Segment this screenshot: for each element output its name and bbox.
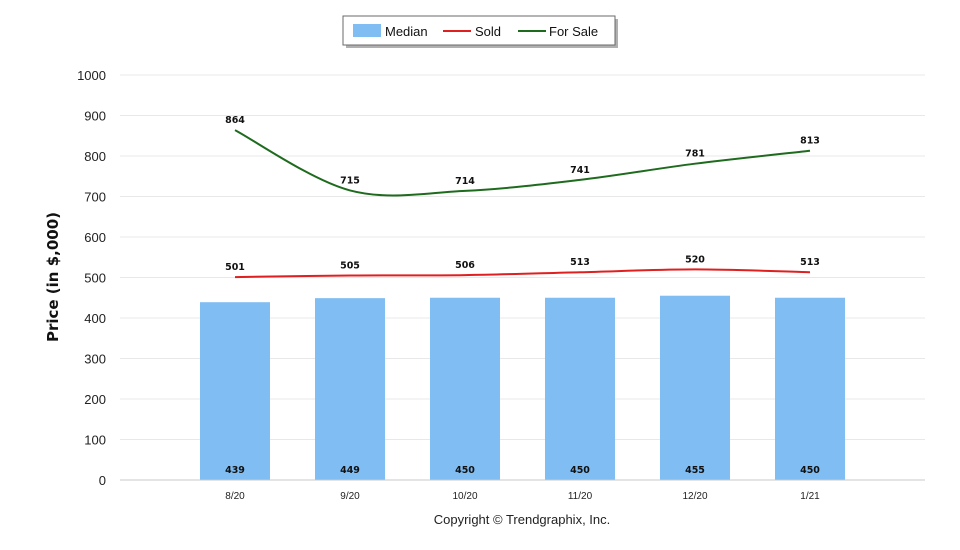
median-bar [545,297,615,480]
x-axis: 8/20 9/20 10/20 11/20 12/20 1/21 [120,479,925,502]
copyright-text: Copyright © Trendgraphix, Inc. [434,512,611,527]
legend-label-sold: Sold [475,24,501,39]
median-bar-label: 455 [685,465,705,476]
sold-point-label: 513 [800,257,820,268]
for-sale-point-label: 864 [225,115,245,126]
sold-line [234,268,811,279]
legend-box [342,15,616,46]
series-lines [234,129,811,279]
median-bar-label: 450 [455,465,475,476]
y-tick-label: 700 [84,190,106,205]
median-bar [315,298,385,480]
sold-point-label: 505 [340,260,360,271]
x-tick-label: 8/20 [225,491,245,502]
y-tick-label: 1000 [77,68,106,83]
sold-point-label: 501 [225,262,245,273]
data-labels: 439 449 450 450 455 450 501 505 506 513 520 513 864 7… [225,115,820,476]
for-sale-point-label: 715 [340,175,360,186]
for-sale-point-label: 741 [570,165,590,176]
x-tick-label: 12/20 [682,491,707,502]
median-bar-label: 450 [570,465,590,476]
median-bar [200,302,270,480]
for-sale-line [234,129,811,197]
y-tick-label: 100 [84,433,106,448]
median-bars [200,295,845,480]
sold-point-label: 520 [685,254,705,265]
x-tick-label: 1/21 [800,491,820,502]
y-tick-label: 500 [84,271,106,286]
legend-swatch-median [353,24,381,37]
y-axis: 0 100 200 300 400 500 600 700 800 900 1000 [77,68,106,488]
for-sale-point-label: 714 [455,176,475,187]
median-bar-label: 439 [225,465,245,476]
y-tick-label: 800 [84,149,106,164]
median-bar-label: 450 [800,465,820,476]
y-tick-label: 600 [84,230,106,245]
legend-label-median: Median [385,24,428,39]
median-bar [660,295,730,480]
y-tick-label: 300 [84,352,106,367]
legend: Median Sold For Sale [342,15,618,48]
y-tick-label: 400 [84,311,106,326]
median-bar-label: 449 [340,465,360,476]
x-tick-label: 10/20 [452,491,477,502]
y-axis-title: Price (in $,000) [44,212,62,342]
y-tick-label: 200 [84,392,106,407]
x-tick-label: 11/20 [568,491,593,502]
median-bar [775,297,845,480]
median-bar [430,297,500,480]
sold-point-label: 513 [570,257,590,268]
y-tick-label: 900 [84,109,106,124]
x-tick-label: 9/20 [340,491,360,502]
for-sale-point-label: 813 [800,136,820,147]
sold-point-label: 506 [455,260,475,271]
for-sale-point-label: 781 [685,149,705,160]
y-tick-label: 0 [99,473,106,488]
legend-label-for-sale: For Sale [549,24,598,39]
